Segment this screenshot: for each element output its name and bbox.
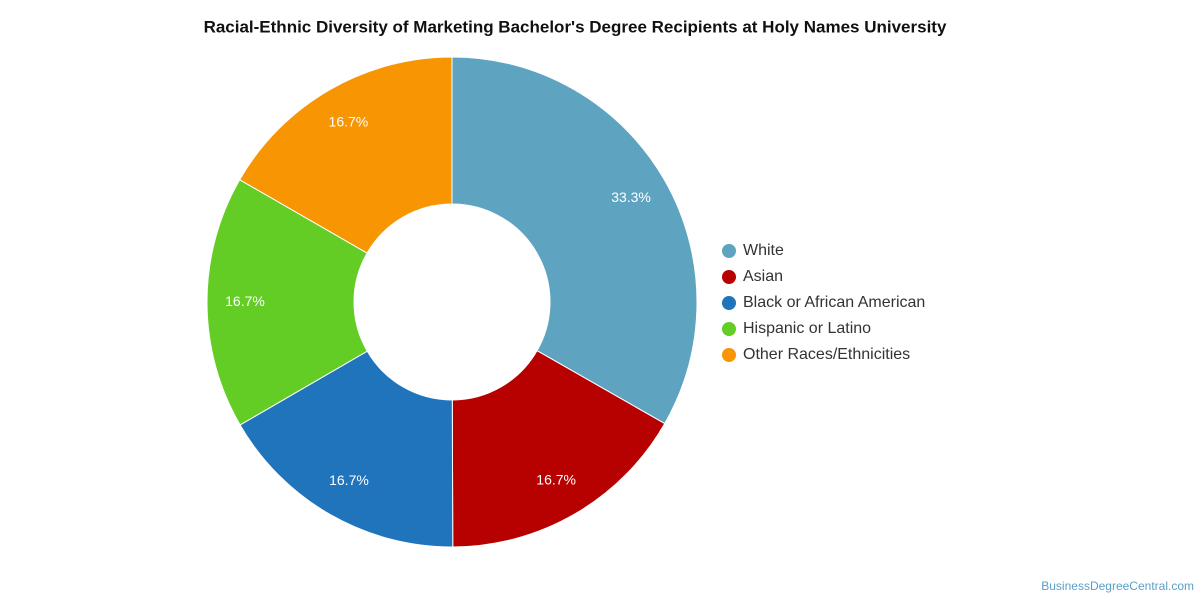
data-label: 16.7%: [329, 113, 369, 129]
slice: [451, 56, 698, 425]
data-label: 16.7%: [536, 472, 576, 488]
source: BusinessDegreeCentral.com: [1041, 579, 1194, 593]
slice: [206, 179, 368, 426]
legend-label: Black or African American: [743, 294, 925, 311]
legend-marker: [722, 244, 736, 258]
chart-title: Racial-Ethnic Diversity of Marketing Bac…: [204, 17, 947, 36]
data-label: 16.7%: [329, 472, 369, 488]
slice: [239, 56, 453, 254]
data-label: 33.3%: [611, 189, 651, 205]
slice: [451, 349, 666, 548]
legend-marker: [722, 348, 736, 362]
legend-label: Other Races/Ethnicities: [743, 346, 910, 363]
legend-label: Asian: [743, 268, 783, 285]
legend-label: Hispanic or Latino: [743, 320, 871, 337]
data-label: 16.7%: [225, 293, 265, 309]
slice: [239, 350, 454, 548]
legend-marker: [722, 322, 736, 336]
legend-marker: [722, 296, 736, 310]
legend-label: White: [743, 242, 784, 259]
legend-marker: [722, 270, 736, 284]
